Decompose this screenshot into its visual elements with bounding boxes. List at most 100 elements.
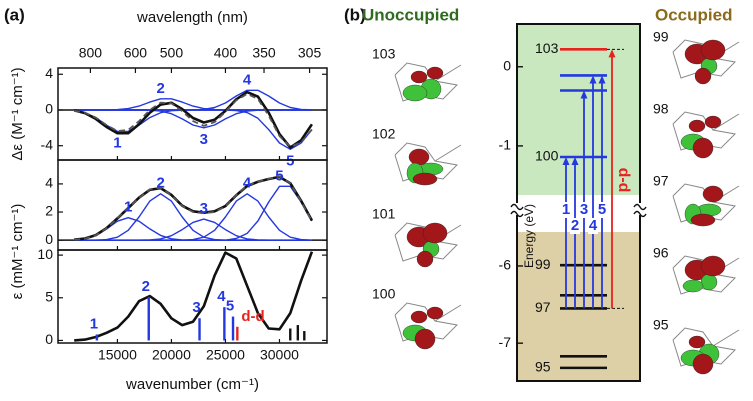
- x-tick-label: 25000: [206, 347, 245, 363]
- orbital-lobe: [692, 137, 714, 159]
- y-tick-label: 0: [45, 231, 53, 247]
- orbital-label: 99: [653, 29, 669, 45]
- level-label: 100: [535, 148, 559, 164]
- axis-break: [633, 203, 647, 211]
- arrow-head: [562, 157, 570, 165]
- y-tick-label: 0: [503, 57, 511, 73]
- data-curve: [74, 175, 313, 241]
- molecule-frame: [712, 329, 740, 347]
- orbital-lobe: [426, 306, 444, 320]
- orbital-lobe: [410, 70, 428, 84]
- orbital-lobe: [408, 148, 430, 166]
- orbital-image: [672, 327, 740, 375]
- orbital-image: [394, 62, 462, 102]
- orbital-image: [394, 142, 462, 186]
- orbital-lobe: [700, 273, 718, 291]
- level-label: 103: [535, 40, 559, 56]
- y-axis-label: ε (mM⁻¹ cm⁻¹): [9, 204, 26, 300]
- orbital-lobe: [412, 172, 438, 186]
- label-backdrop: [561, 202, 571, 218]
- transition-label: 4: [589, 217, 598, 234]
- arrow-head: [608, 49, 616, 58]
- y-tick-label: -7: [499, 334, 512, 350]
- orbital-label: 101: [372, 206, 396, 222]
- peak-label: 5: [275, 167, 283, 184]
- orbital-lobe: [702, 185, 724, 203]
- component-curve: [74, 109, 313, 151]
- molecule-frame: [434, 304, 462, 322]
- molecule-frame: [394, 222, 459, 262]
- orbital-lobe: [422, 222, 448, 244]
- component-curve: [74, 193, 312, 241]
- stick-label: 4: [217, 288, 226, 305]
- level-label: 99: [535, 256, 551, 272]
- molecule-frame: [672, 39, 737, 79]
- orbital-label: 97: [653, 173, 669, 189]
- peak-label: 5: [286, 152, 294, 169]
- orbital-label: 102: [372, 126, 396, 142]
- y-tick-label: 4: [45, 175, 53, 191]
- region-label: Occupied: [655, 5, 732, 24]
- panel-frame: [57, 249, 328, 344]
- plot-area: [58, 89, 327, 151]
- y-tick-label: 10: [37, 246, 53, 262]
- x2-tick-label: 800: [79, 45, 103, 61]
- orbital-lobe: [410, 310, 428, 324]
- stick-label: 5: [226, 298, 234, 315]
- stick-label: 1: [90, 315, 98, 332]
- orbital-image: [672, 111, 740, 159]
- frame: [516, 23, 641, 382]
- molecule-frame: [434, 64, 462, 82]
- y-tick-label: 0: [45, 101, 53, 117]
- component-curve: [74, 193, 312, 241]
- y-tick-label: -4: [41, 136, 54, 152]
- data-curve: [74, 93, 313, 148]
- stick-label: d-d: [241, 308, 264, 325]
- stick-label: 3: [192, 299, 200, 316]
- arrow-head: [580, 90, 588, 99]
- plot-area: [74, 251, 314, 342]
- data-curve: [73, 90, 313, 149]
- level-label: 97: [535, 299, 551, 315]
- peak-label: 1: [124, 199, 132, 216]
- x2-tick-label: 600: [124, 45, 148, 61]
- data-curve: [74, 251, 314, 342]
- region-label: Unoccupied: [362, 5, 459, 24]
- panel-frame: [57, 67, 328, 161]
- axis-break: [510, 203, 524, 211]
- molecule-frame: [434, 144, 462, 162]
- y-tick-label: 0: [45, 331, 53, 347]
- plot-area: [58, 175, 327, 241]
- axis-break: [633, 210, 647, 218]
- orbital-lobe: [688, 335, 706, 349]
- peak-label: 2: [156, 175, 164, 192]
- orbital-image: [672, 183, 740, 227]
- y-tick-label: -1: [499, 137, 512, 153]
- transition-label: 3: [580, 201, 588, 218]
- x-tick-label: 30000: [260, 347, 299, 363]
- transition-label: 5: [598, 201, 606, 218]
- peak-label: 1: [113, 134, 121, 151]
- arrow-head: [571, 157, 579, 165]
- label-backdrop: [570, 218, 580, 234]
- orbital-image: [394, 222, 462, 268]
- component-curve: [74, 89, 312, 111]
- orbital-image: [672, 39, 740, 85]
- orbital-image: [394, 302, 462, 350]
- orbital-lobe: [414, 328, 436, 350]
- orbital-label: 100: [372, 286, 396, 302]
- y-axis-label: Energy (eV): [522, 204, 536, 268]
- label-backdrop: [579, 202, 589, 218]
- y-axis-label: Δε (M⁻¹ cm⁻¹): [9, 67, 26, 160]
- x2-tick-label: 500: [160, 45, 184, 61]
- orbital-label: 96: [653, 245, 669, 261]
- component-curve: [74, 216, 312, 241]
- x2-tick-label: 350: [252, 45, 276, 61]
- x-axis-label: wavenumber (cm⁻¹): [125, 376, 259, 393]
- label-backdrop: [597, 202, 607, 218]
- x2-tick-label: 400: [214, 45, 238, 61]
- panel-frame: [57, 159, 328, 251]
- peak-label: 4: [243, 71, 252, 88]
- label-backdrop: [588, 218, 598, 234]
- y-tick-label: 2: [45, 203, 53, 219]
